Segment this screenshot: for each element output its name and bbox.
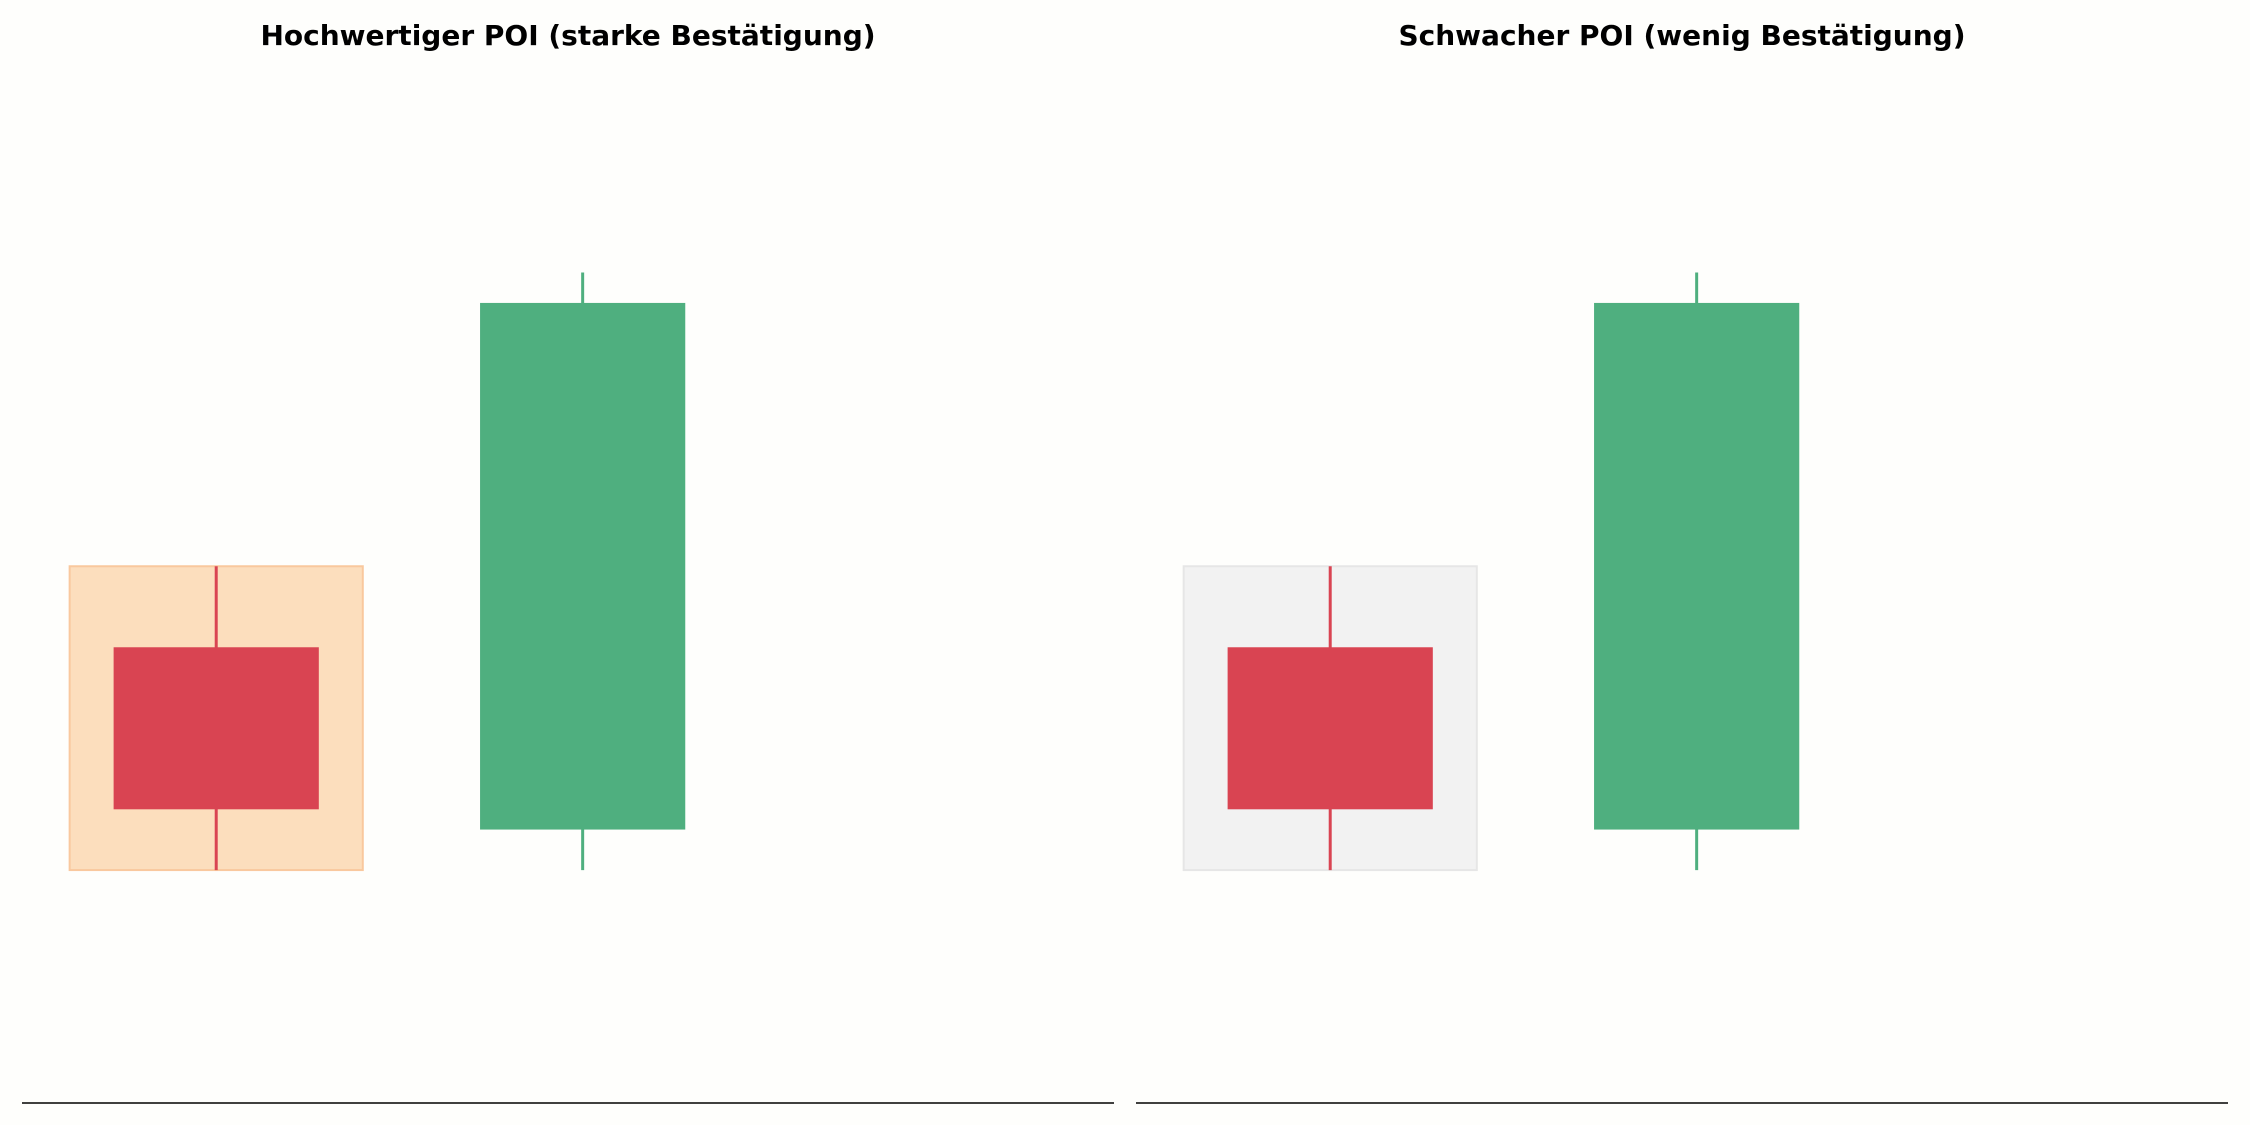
chart-title: Hochwertiger POI (starke Bestätigung) xyxy=(260,19,875,52)
candle-body-2 xyxy=(480,302,686,830)
candle-body-1 xyxy=(1227,647,1433,810)
chart-marks xyxy=(22,272,1114,1104)
chart-marks xyxy=(1136,272,2228,1104)
chart-panel-weak-poi: Schwacher POI (wenig Bestätigung) xyxy=(1136,19,2228,1104)
candle-body-1 xyxy=(113,647,319,810)
candle-body-2 xyxy=(1594,302,1800,830)
chart-panel-high-quality-poi: Hochwertiger POI (starke Bestätigung) xyxy=(22,19,1114,1104)
chart-title: Schwacher POI (wenig Bestätigung) xyxy=(1398,19,1965,52)
